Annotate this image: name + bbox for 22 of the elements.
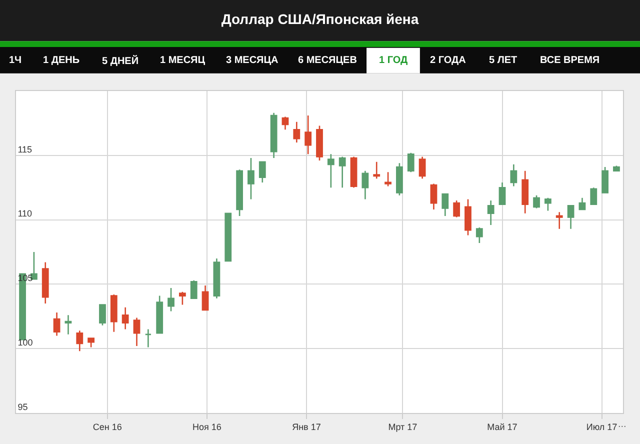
x-tick-label: Сен 16 [92, 422, 122, 432]
text: 5 ДНЕЙ [102, 54, 139, 67]
text: 5 ЛЕТ [489, 55, 518, 66]
y-tick-label: 115 [18, 144, 32, 154]
x-tick-label: Июл 17 [586, 422, 618, 432]
text: 1 ДЕНЬ [43, 55, 80, 66]
text: 2 ГОДА [430, 55, 466, 66]
x-tick-label: Май 17 [487, 422, 518, 432]
text: 1Ч [9, 55, 22, 66]
chart-title: Доллар США/Японская йена [221, 10, 419, 27]
y-tick-label: 100 [18, 337, 33, 348]
x-tick-label: Мрт 17 [388, 422, 418, 432]
text: 1 МЕСЯЦ [160, 55, 206, 66]
text: 3 МЕСЯЦА [226, 55, 278, 66]
y-tick-label: 95 [18, 402, 28, 412]
x-tick-label: Янв 17 [292, 422, 321, 432]
text: ... [618, 419, 626, 430]
text: 6 МЕСЯЦЕВ [298, 55, 357, 66]
text: ВСЕ ВРЕМЯ [540, 55, 600, 66]
x-tick-label: Ноя 16 [192, 422, 222, 432]
y-tick-label: 110 [18, 208, 32, 219]
text: 1 ГОД [379, 55, 408, 66]
